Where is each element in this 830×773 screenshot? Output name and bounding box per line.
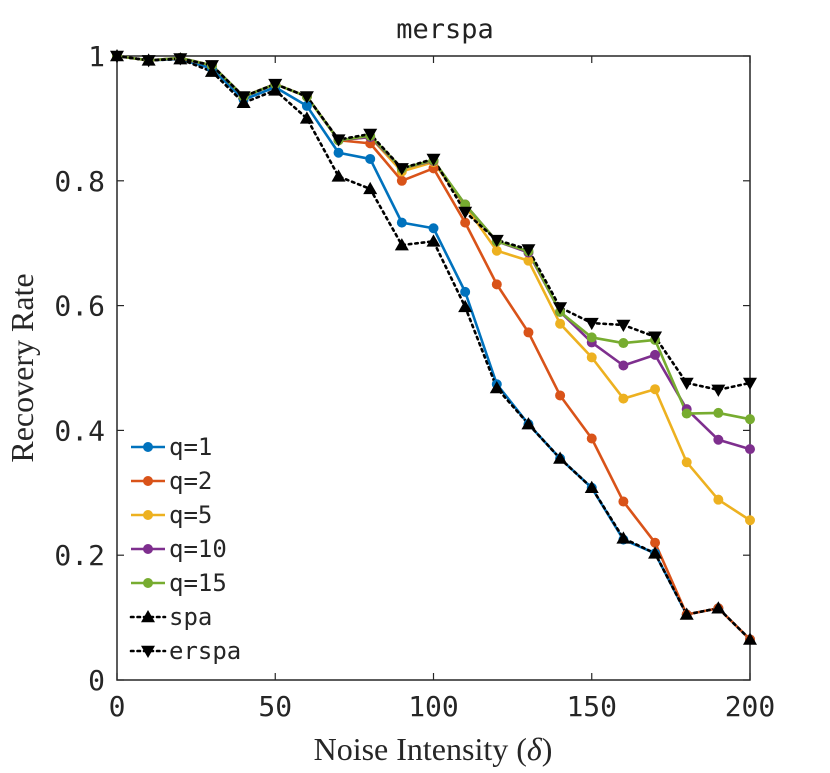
axes-ticks: 0 50 100 150 200 0 0.2 0.4 0.6 0.8 1	[54, 40, 775, 723]
series-erspa-marker	[584, 317, 599, 331]
series-spa-marker	[299, 111, 314, 124]
x-tick-label: 0	[109, 690, 126, 723]
legend-q-10-marker	[143, 544, 153, 554]
series-q-10-marker	[650, 349, 661, 360]
series-erspa-marker	[553, 302, 568, 315]
series-q-1-marker	[365, 153, 376, 164]
series-spa-marker	[458, 299, 473, 313]
legend-spa-marker	[141, 610, 155, 623]
legend: q=1 q=2 q=5 q=10 q=15 spa erspa	[129, 433, 241, 665]
series-q-5-marker	[491, 245, 502, 256]
series-erspa-marker	[458, 206, 473, 219]
series-spa-marker	[521, 417, 536, 430]
series-erspa-marker	[711, 384, 726, 397]
y-tick-label: 0	[88, 664, 105, 697]
series-q-2-marker	[586, 433, 597, 444]
series-q-2-marker	[555, 390, 566, 401]
series-q-2-marker	[460, 217, 471, 228]
series-erspa-marker	[679, 377, 694, 390]
series-spa-marker	[584, 480, 599, 494]
legend-q-1-marker	[143, 442, 153, 452]
series-spa-marker	[743, 632, 757, 645]
series-q-1-marker	[460, 286, 471, 297]
series-spa-marker	[331, 169, 346, 182]
chart-title: merspa	[396, 14, 494, 45]
series-q-5-marker	[650, 384, 661, 395]
legend-q-5-label: q=5	[169, 501, 212, 529]
y-tick-label: 1	[88, 40, 105, 73]
y-tick-label: 0.6	[54, 290, 105, 323]
series-erspa-marker	[110, 50, 124, 63]
series-erspa-marker	[394, 163, 409, 176]
x-tick-label: 100	[408, 690, 459, 723]
y-tick-label: 0.2	[54, 539, 105, 572]
series-erspa-marker	[173, 53, 188, 66]
series-q-15-marker	[618, 338, 629, 349]
series-spa-marker	[648, 546, 663, 559]
series-erspa-marker	[743, 377, 757, 390]
series-q-10-marker	[618, 360, 629, 371]
series-spa-marker	[426, 234, 441, 247]
series-erspa-marker	[331, 134, 346, 147]
series-spa-marker	[711, 601, 726, 614]
legend-erspa-marker	[141, 645, 155, 658]
series-spa-marker	[553, 451, 568, 464]
series-q-1-marker	[333, 147, 344, 158]
series-spa-marker	[489, 380, 504, 394]
y-axis-label: Recovery Rate	[4, 273, 40, 462]
series-q-15-marker	[713, 407, 724, 418]
series-erspa-marker	[521, 244, 536, 257]
series-q-5-marker	[586, 352, 597, 363]
legend-q-15-label: q=15	[169, 569, 227, 597]
x-axis-label: Noise Intensity (δ)	[314, 731, 553, 767]
series-q-5-marker	[681, 457, 692, 468]
y-tick-label: 0.8	[54, 165, 105, 198]
series-q-5-marker	[745, 515, 755, 526]
series-erspa-marker	[299, 91, 314, 104]
series-erspa-marker	[426, 153, 441, 166]
legend-q-1-label: q=1	[169, 433, 212, 461]
x-tick-label: 50	[258, 690, 292, 723]
series-erspa-marker	[648, 331, 663, 344]
series-erspa-marker	[616, 319, 631, 332]
series-q-5-marker	[618, 393, 629, 404]
series-q-10-marker	[745, 444, 755, 455]
series-q-15-marker	[681, 408, 692, 419]
series-q-2-marker	[523, 327, 534, 338]
legend-q-10-label: q=10	[169, 535, 227, 563]
series-q-15-marker	[586, 332, 597, 343]
legend-q-2-marker	[143, 476, 153, 486]
series-q-5-marker	[713, 494, 724, 505]
legend-spa-label: spa	[169, 603, 212, 631]
series-erspa-marker	[268, 78, 283, 92]
series-erspa-marker	[363, 128, 378, 141]
series-q-15-marker	[745, 414, 755, 425]
x-tick-label: 200	[725, 690, 776, 723]
legend-q-5-marker	[143, 510, 153, 520]
series-erspa-marker	[236, 91, 251, 104]
series-spa-marker	[679, 607, 694, 620]
x-tick-label: 150	[566, 690, 617, 723]
series-q-2-marker	[491, 279, 502, 290]
series-q-2-marker	[396, 175, 407, 186]
series-erspa-marker	[141, 55, 156, 68]
legend-erspa-label: erspa	[169, 637, 241, 665]
series-erspa-marker	[204, 60, 219, 73]
series-q-2-marker	[650, 537, 661, 548]
series-spa-marker	[394, 238, 409, 251]
series-q-1-marker	[428, 223, 439, 234]
series-erspa-marker	[489, 234, 504, 248]
series-spa-marker	[363, 181, 378, 195]
series-markers	[110, 49, 757, 645]
legend-q-2-label: q=2	[169, 467, 212, 495]
series-q-1-marker	[396, 217, 407, 228]
series-q-5-marker	[555, 318, 566, 329]
series-spa-marker	[616, 531, 631, 544]
series-q-10-marker	[713, 434, 724, 445]
legend-q-15-marker	[143, 578, 153, 588]
series-q-2-marker	[618, 496, 629, 507]
y-tick-label: 0.4	[54, 414, 105, 447]
